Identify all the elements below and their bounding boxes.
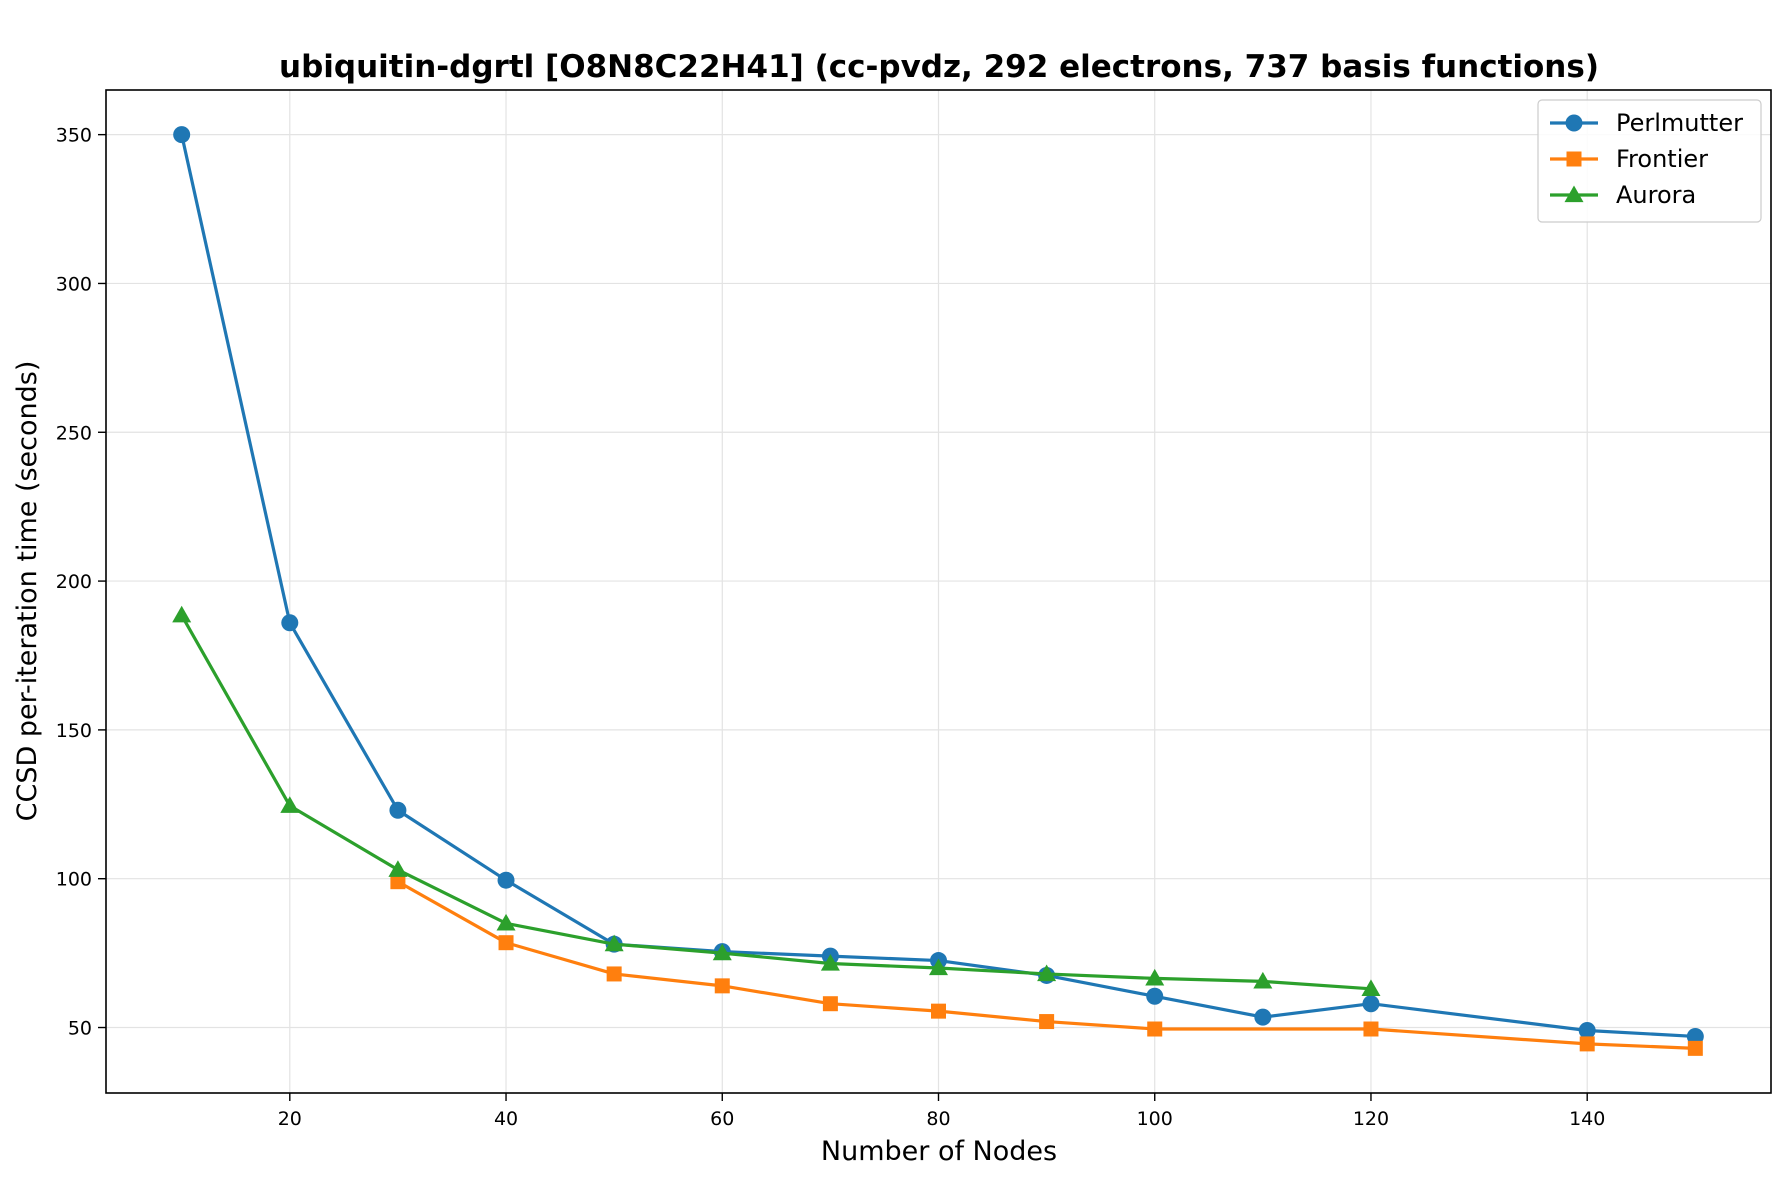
series-frontier (390, 874, 1703, 1056)
legend-label: Aurora (1616, 181, 1696, 209)
data-point (388, 860, 408, 877)
y-tick-label: 350 (56, 125, 92, 147)
data-point (280, 796, 300, 813)
data-point (173, 126, 191, 144)
data-point (606, 966, 622, 982)
data-point (1039, 1014, 1055, 1030)
data-point (604, 934, 624, 952)
chart-title: ubiquitin-dgrtl [O8N8C22H41] (cc-pvdz, 2… (279, 49, 1599, 85)
data-point (172, 605, 192, 623)
data-point (1253, 971, 1273, 989)
data-point (1145, 968, 1165, 986)
legend-box (1537, 99, 1762, 223)
legend-label: Frontier (1616, 145, 1708, 173)
data-point (1686, 1027, 1704, 1045)
data-point (496, 913, 516, 931)
x-axis-title: Number of Nodes (821, 1136, 1057, 1167)
x-tick-label: 140 (1569, 1108, 1605, 1130)
x-tick-label: 100 (1137, 1108, 1173, 1130)
y-axis: 50 100 150 200 250 300 350 (56, 125, 106, 1040)
legend-swatch-marker (1566, 151, 1582, 167)
legend: Perlmutter Frontier Aurora (1537, 99, 1762, 223)
legend-swatch-marker (1564, 185, 1584, 203)
x-tick-label: 120 (1353, 1108, 1389, 1130)
y-tick-label: 300 (56, 273, 92, 295)
data-point (497, 871, 515, 889)
y-tick-label: 200 (56, 571, 92, 593)
data-point (1362, 995, 1380, 1013)
data-point (1146, 987, 1164, 1005)
data-point (1147, 1021, 1163, 1037)
legend-item-aurora: Aurora (1550, 181, 1696, 209)
series-aurora (172, 605, 1381, 996)
x-tick-label: 80 (926, 1108, 950, 1130)
data-point (1579, 1036, 1595, 1052)
data-point (1363, 1021, 1379, 1037)
data-point (1361, 979, 1381, 996)
data-point (931, 1003, 946, 1019)
data-point (1578, 1021, 1596, 1039)
legend-item-perlmutter: Perlmutter (1550, 109, 1743, 137)
data-point (390, 874, 406, 890)
y-tick-label: 100 (56, 869, 92, 891)
y-tick-label: 150 (56, 720, 92, 742)
data-point (281, 614, 299, 632)
y-axis-title: CCSD per-iteration time (seconds) (12, 361, 43, 822)
grid-lines (106, 90, 1771, 1093)
legend-item-frontier: Frontier (1550, 145, 1708, 173)
series-line (180, 614, 1372, 991)
data-point (929, 958, 948, 976)
data-point (389, 801, 407, 819)
data-point (1687, 1040, 1703, 1056)
series-layer (172, 126, 1704, 1056)
data-point (714, 978, 730, 994)
data-point (820, 954, 840, 971)
series-line (180, 134, 1696, 1039)
x-tick-label: 40 (494, 1108, 518, 1130)
data-point (822, 996, 838, 1012)
legend-swatch-marker (1565, 114, 1583, 132)
data-point (712, 943, 732, 961)
x-tick-label: 20 (278, 1108, 302, 1130)
data-point (498, 935, 514, 951)
y-tick-label: 50 (68, 1018, 92, 1040)
x-axis: 20 40 60 80 100 120 140 (278, 1093, 1605, 1130)
x-tick-label: 60 (710, 1108, 734, 1130)
data-point (1037, 964, 1057, 982)
legend-label: Perlmutter (1616, 109, 1743, 137)
y-tick-label: 250 (56, 422, 92, 444)
data-point (1254, 1008, 1272, 1026)
